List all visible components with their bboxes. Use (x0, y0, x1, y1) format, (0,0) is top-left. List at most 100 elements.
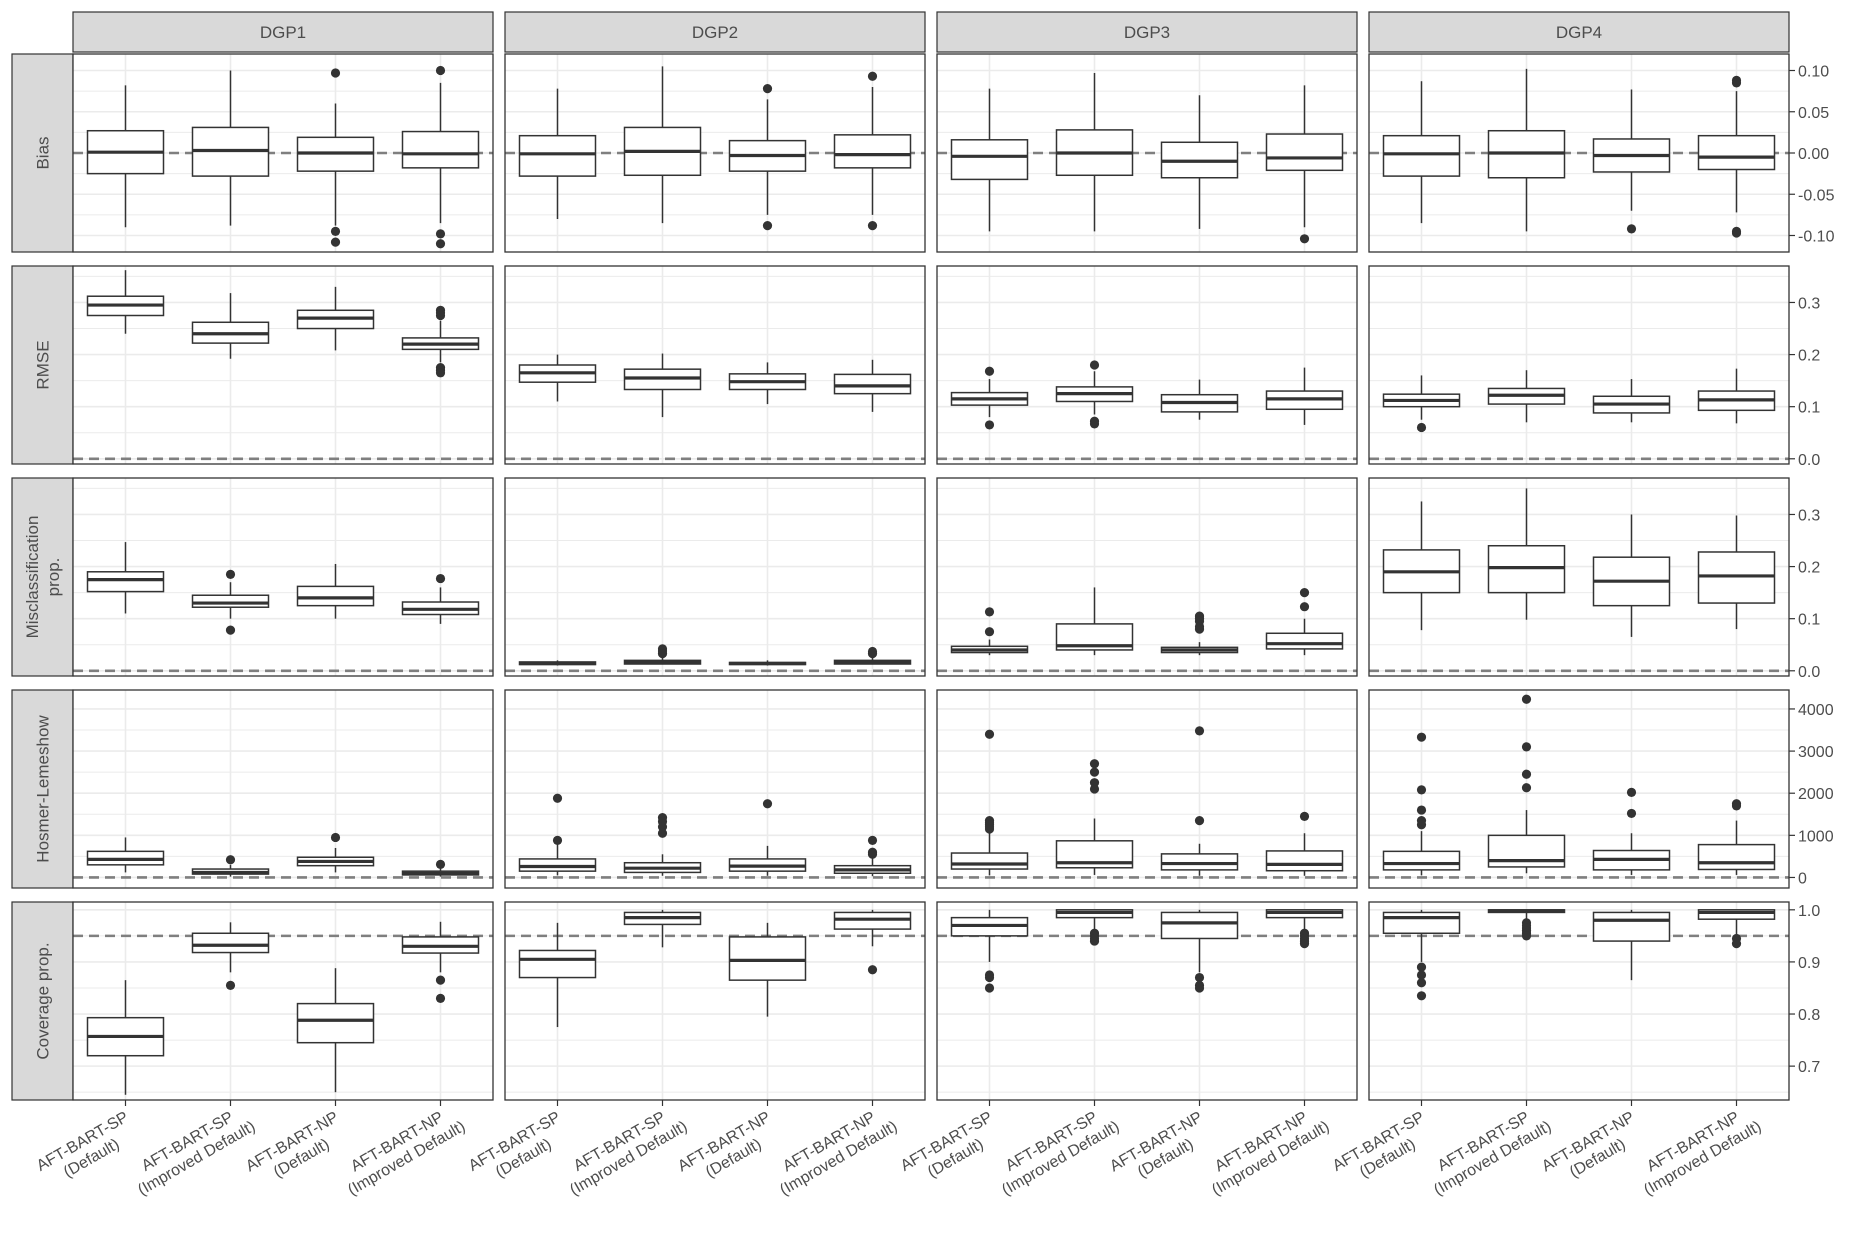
box-iqr (833, 373, 912, 395)
panel-border (504, 901, 926, 1101)
row-strip (11, 901, 74, 1101)
box-iqr (1382, 850, 1461, 871)
outlier-point (435, 859, 446, 870)
panel-border (504, 53, 926, 253)
facet-panel (72, 53, 494, 253)
boxplot (1592, 89, 1671, 234)
boxplot (86, 980, 165, 1095)
box-iqr (1265, 133, 1344, 172)
panel-border (504, 689, 926, 889)
outlier-point (1299, 234, 1310, 244)
x-tick-label: AFT-BART-SP(Default) (34, 1109, 141, 1192)
boxplot (623, 66, 702, 224)
boxplot (1265, 909, 1344, 949)
facet-panel (936, 53, 1358, 253)
row-strip-label: Misclassification (23, 516, 42, 639)
outlier-point (1194, 726, 1205, 736)
y-tick-label: 0.9 (1798, 955, 1820, 972)
box-iqr (1697, 843, 1776, 871)
boxplot (728, 922, 807, 1017)
outlier-point (657, 648, 668, 659)
facet-panel (936, 477, 1358, 677)
outlier-point (1416, 422, 1427, 433)
panel-border (72, 477, 494, 677)
boxplot (86, 837, 165, 873)
outlier-point (1731, 801, 1742, 811)
outlier-point (552, 793, 563, 803)
outlier-point (762, 799, 773, 809)
outlier-point (984, 627, 995, 637)
outlier-point (435, 229, 446, 239)
x-tick-label: AFT-BART-SP(Improved Default) (558, 1102, 691, 1199)
facet-panel (1368, 901, 1790, 1101)
panel-border (936, 477, 1358, 677)
outlier-point (867, 648, 878, 659)
outlier-point (435, 975, 446, 985)
outlier-point (225, 855, 236, 865)
boxplot (1160, 379, 1239, 420)
x-tick-label: AFT-BART-NP(Default) (675, 1109, 783, 1192)
y-tick-label: 3000 (1798, 744, 1834, 761)
outlier-point (1416, 962, 1427, 972)
panel-border (1368, 265, 1790, 465)
panel-border (72, 689, 494, 889)
boxplot (86, 542, 165, 614)
y-tick-label: 0.7 (1798, 1059, 1820, 1076)
outlier-point (330, 68, 341, 78)
outlier-point (1089, 419, 1100, 429)
row-strip (11, 53, 74, 253)
boxplot (1487, 68, 1566, 232)
row-strip-label: Coverage prop. (34, 942, 53, 1059)
row-strip-label: Bias (34, 136, 53, 169)
outlier-point (984, 824, 995, 834)
panel-border (1368, 901, 1790, 1101)
y-tick-label: 0.05 (1798, 105, 1829, 122)
outlier-point (867, 965, 878, 975)
outlier-point (657, 828, 668, 838)
facet-panel (72, 689, 494, 889)
box-iqr (296, 585, 375, 607)
boxplot (296, 68, 375, 247)
outlier-point (1521, 931, 1532, 941)
outlier-point (1731, 78, 1742, 88)
outlier-point (984, 420, 995, 430)
facet-panel (936, 901, 1358, 1101)
boxplot (1265, 811, 1344, 876)
panel-border (504, 477, 926, 677)
outlier-point (867, 71, 878, 81)
y-tick-label: 0.0 (1798, 664, 1820, 681)
x-tick-label: AFT-BART-NP(Improved Default) (1200, 1102, 1333, 1199)
facet-panel (504, 265, 926, 465)
outlier-point (435, 239, 446, 249)
panel-border (936, 901, 1358, 1101)
box-iqr (191, 932, 270, 954)
panel-border (504, 265, 926, 465)
facet-panel (504, 53, 926, 253)
x-tick-label: AFT-BART-NP(Improved Default) (768, 1102, 901, 1199)
panel-background (1369, 266, 1789, 464)
y-tick-label: 0.1 (1798, 400, 1820, 417)
boxplot (833, 646, 912, 665)
outlier-point (1731, 939, 1742, 949)
boxplot (518, 88, 597, 219)
y-tick-label: 0 (1798, 870, 1807, 887)
boxplot (950, 366, 1029, 430)
facet-panel (1368, 477, 1790, 677)
x-tick-label: AFT-BART-NP(Improved Default) (336, 1102, 469, 1199)
boxplot (296, 563, 375, 619)
boxplot (401, 921, 480, 1003)
box-iqr (950, 139, 1029, 181)
boxplot (728, 660, 807, 666)
box-iqr (950, 852, 1029, 870)
boxplot (950, 909, 1029, 993)
facet-panel (504, 901, 926, 1101)
boxplot (623, 813, 702, 876)
boxplot (1382, 81, 1461, 224)
outlier-point (1416, 732, 1427, 742)
outlier-point (1089, 767, 1100, 777)
outlier-point (984, 729, 995, 739)
facet-panel (504, 689, 926, 889)
outlier-point (1299, 939, 1310, 949)
boxplot (1160, 909, 1239, 993)
facet-panel (1368, 53, 1790, 253)
